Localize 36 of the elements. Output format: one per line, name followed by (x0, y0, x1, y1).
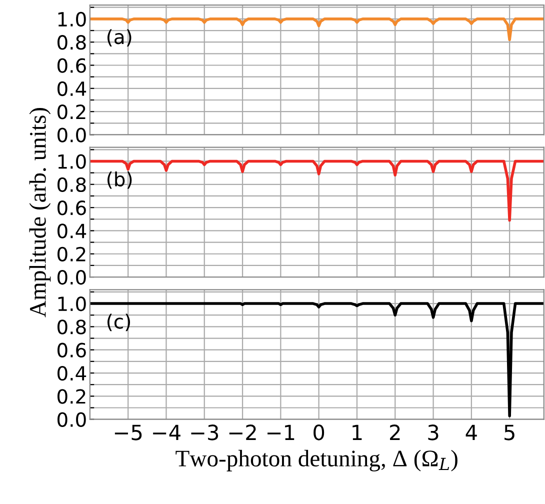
x-tick-label: 3 (428, 424, 438, 440)
x-tick-label: 4 (466, 424, 477, 440)
y-tick-label: 0.0 (58, 128, 86, 142)
y-tick-label: 0.4 (58, 224, 86, 238)
y-tick-label: 0.0 (58, 270, 86, 285)
y-tick-label: 0.2 (58, 104, 86, 120)
y-axis-title: Amplitude (arb. units) (29, 108, 51, 318)
x-axis-title: Two-photon detuning, Δ (Ω$_{L}$) (176, 450, 458, 472)
x-tick-label: −3 (191, 424, 218, 440)
y-tick-label: 0.2 (58, 246, 86, 262)
y-tick-label: 0.4 (58, 366, 86, 381)
x-tick-label: −4 (153, 424, 180, 440)
y-tick-label: 0.2 (58, 389, 86, 404)
y-tick-label: 0.6 (58, 342, 86, 358)
y-tick-label: 0.6 (58, 58, 86, 73)
annotation: (c) (107, 314, 130, 332)
y-tick-label: 0.4 (58, 81, 86, 96)
line-series (90, 302, 544, 418)
y-tick-label: 0.8 (58, 35, 86, 50)
x-tick-label: 5 (504, 424, 514, 440)
y-tick-label: 0.8 (58, 177, 86, 192)
x-tick-label: −1 (268, 424, 294, 440)
x-tick-label: 0 (314, 424, 324, 440)
y-tick-label: 1.0 (58, 154, 86, 169)
y-tick-label: 1.0 (58, 12, 86, 27)
annotation: (b) (107, 171, 132, 189)
y-tick-label: 0.0 (58, 412, 86, 427)
y-tick-label: 1.0 (58, 296, 86, 312)
line-series (90, 160, 544, 222)
x-tick-label: 1 (352, 424, 362, 440)
y-tick-label: 0.8 (58, 320, 86, 334)
x-tick-label: −2 (229, 424, 256, 440)
y-tick-label: 0.6 (58, 200, 86, 216)
x-tick-label: −5 (114, 424, 142, 440)
annotation: (a) (107, 29, 132, 47)
x-tick-label: 2 (390, 424, 400, 440)
